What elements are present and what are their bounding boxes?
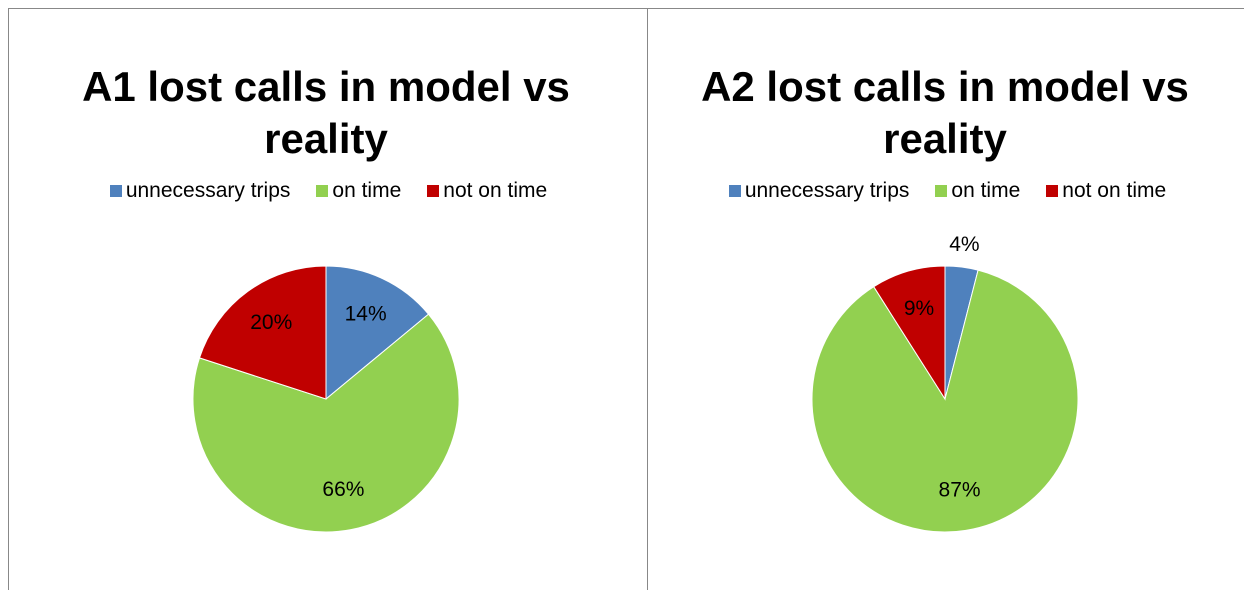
legend: unnecessary trips on time not on time — [648, 179, 1244, 203]
pie-slice — [873, 265, 946, 401]
pie-slice — [192, 313, 460, 533]
legend-swatch — [427, 185, 440, 197]
data-label: 9% — [904, 297, 934, 320]
chart-title: A1 lost calls in model vs reality — [82, 63, 570, 162]
chart-panel: A2 lost calls in model vs reality unneces… — [647, 8, 1244, 590]
legend-label: on time — [951, 179, 1021, 202]
legend-swatch — [935, 185, 948, 197]
pie-slice — [198, 265, 327, 400]
pie-slice — [811, 269, 1079, 533]
legend-label: on time — [332, 179, 402, 202]
legend-item: unnecessary trips — [728, 179, 910, 203]
data-label: 14% — [345, 302, 387, 325]
pie-slice — [325, 265, 430, 401]
legend-item: not on time — [427, 179, 547, 203]
legend-swatch — [109, 185, 122, 197]
legend-label: unnecessary trips — [125, 179, 291, 202]
data-label: 4% — [949, 233, 979, 256]
legend-item: not on time — [1046, 179, 1166, 203]
pie-plot: 4% 87% 9% — [811, 233, 1079, 533]
data-label: 66% — [322, 478, 364, 501]
legend-item: on time — [935, 179, 1020, 203]
legend-label: not on time — [443, 179, 548, 202]
legend-label: unnecessary trips — [744, 179, 910, 202]
legend-swatch — [728, 185, 741, 197]
legend-label: not on time — [1062, 179, 1167, 202]
legend-item: unnecessary trips — [109, 179, 291, 203]
legend-swatch — [1046, 185, 1059, 197]
legend: unnecessary trips on time not on time — [9, 179, 648, 203]
legend-swatch — [316, 185, 329, 197]
pie-plot: 14% 66% 20% — [192, 265, 460, 533]
data-label: 87% — [939, 479, 981, 502]
data-label: 20% — [250, 311, 292, 334]
chart-panel: A1 lost calls in model vs reality unneces… — [8, 8, 648, 590]
legend-item: on time — [316, 179, 401, 203]
chart-title: A2 lost calls in model vs reality — [701, 63, 1189, 162]
